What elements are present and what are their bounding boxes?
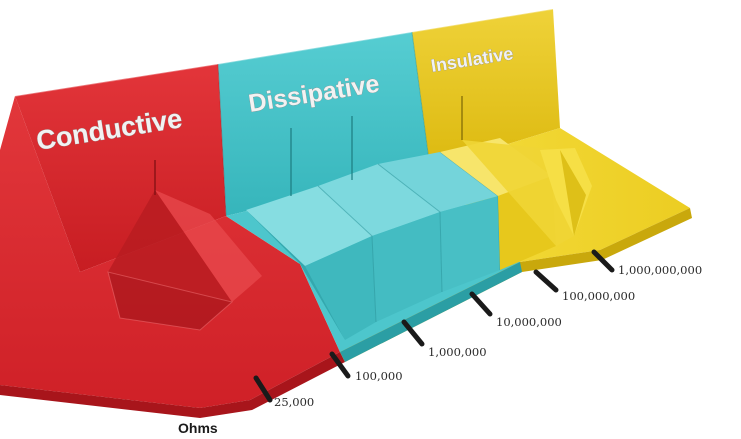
tick-label: 25,000: [274, 395, 314, 409]
insulative-arrow: [440, 96, 592, 270]
scale-ticks: 25,000 100,000 1,000,000 10,000,000 100,…: [253, 249, 702, 409]
guide-lines: [290, 116, 353, 196]
tick-100000: 100,000: [329, 351, 403, 383]
dissipative-steps: [246, 151, 501, 340]
unit-label: Ohms: [178, 420, 218, 436]
tick-10000000: 10,000,000: [469, 291, 562, 329]
tick-label: 10,000,000: [496, 315, 562, 329]
tick-label: 100,000,000: [562, 289, 635, 303]
tick-100000000: 100,000,000: [533, 269, 635, 303]
tick-1000000000: 1,000,000,000: [591, 249, 702, 277]
tick-label: 1,000,000: [428, 345, 487, 359]
tick-label: 1,000,000,000: [618, 263, 702, 277]
tick-1000000: 1,000,000: [401, 319, 487, 359]
conductive-pyramid: [107, 160, 262, 331]
tick-25000: 25,000: [253, 375, 314, 409]
wall-segment-insulative: [412, 9, 560, 168]
tick-label: 100,000: [355, 369, 403, 383]
